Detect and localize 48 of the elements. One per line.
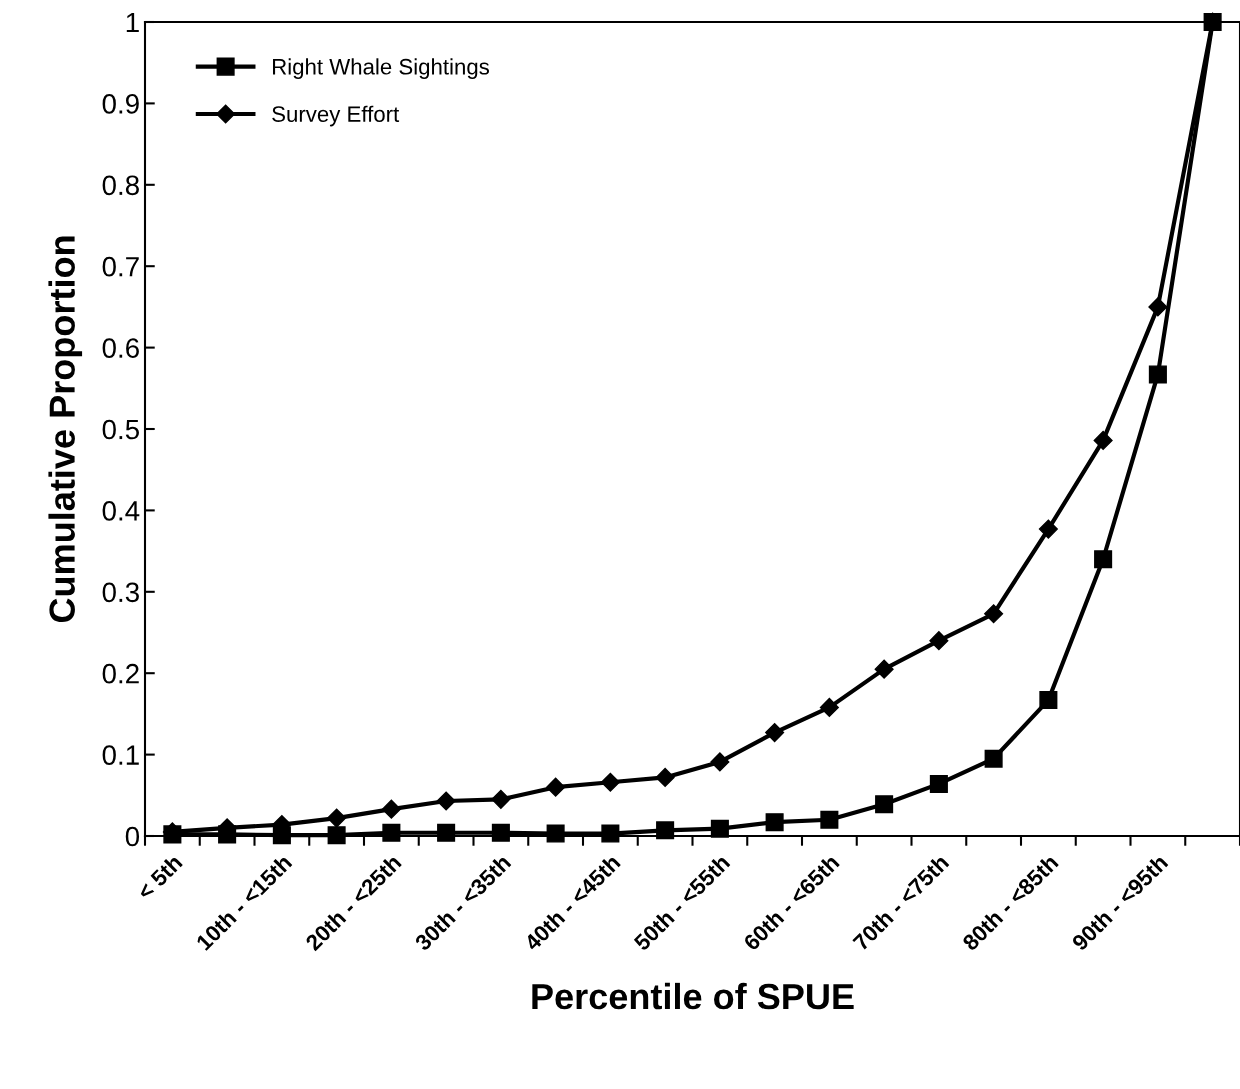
point [765, 813, 784, 832]
point [1093, 430, 1113, 450]
point [1094, 550, 1113, 569]
point [875, 795, 894, 814]
y-tick-label: 0.7 [102, 256, 139, 277]
point [437, 823, 456, 842]
point [327, 826, 346, 845]
point [656, 821, 675, 840]
legend-label: Survey Effort [272, 105, 400, 127]
x-tick-label: < 5th [135, 853, 183, 901]
point [1148, 365, 1167, 384]
y-tick-label: 0 [125, 826, 140, 847]
point [436, 791, 456, 811]
point [600, 772, 620, 792]
point [710, 819, 729, 838]
y-axis-title: Cumulative Proportion [48, 236, 83, 623]
point [819, 697, 839, 717]
x-axis-title: Percentile of SPUE [532, 982, 854, 1010]
y-tick-label: 1 [126, 12, 139, 33]
point [655, 767, 675, 787]
point [929, 631, 949, 651]
point [984, 749, 1003, 768]
point [765, 723, 785, 743]
point [820, 810, 839, 829]
y-tick-label: 0.8 [102, 175, 139, 196]
y-tick-label: 0.5 [102, 419, 139, 440]
point [710, 752, 730, 772]
point [929, 774, 948, 793]
legend-label: Right Whale Sightings [273, 58, 490, 79]
y-tick-label: 0.6 [102, 338, 139, 358]
y-tick-label: 0.2 [102, 663, 139, 684]
point [874, 659, 894, 679]
y-tick-label: 0.4 [102, 501, 140, 521]
point [984, 604, 1004, 624]
point [601, 824, 620, 843]
point [491, 789, 511, 809]
y-tick-label: 0.9 [102, 94, 139, 114]
point [327, 808, 347, 828]
point [381, 799, 401, 819]
y-tick-label: 0.3 [102, 582, 139, 603]
point [546, 777, 566, 797]
point [382, 823, 401, 842]
point [1039, 691, 1058, 710]
point [1038, 519, 1058, 539]
y-tick-label: 0.1 [102, 745, 139, 765]
point [546, 824, 565, 843]
point [491, 823, 510, 842]
point [1148, 297, 1168, 317]
